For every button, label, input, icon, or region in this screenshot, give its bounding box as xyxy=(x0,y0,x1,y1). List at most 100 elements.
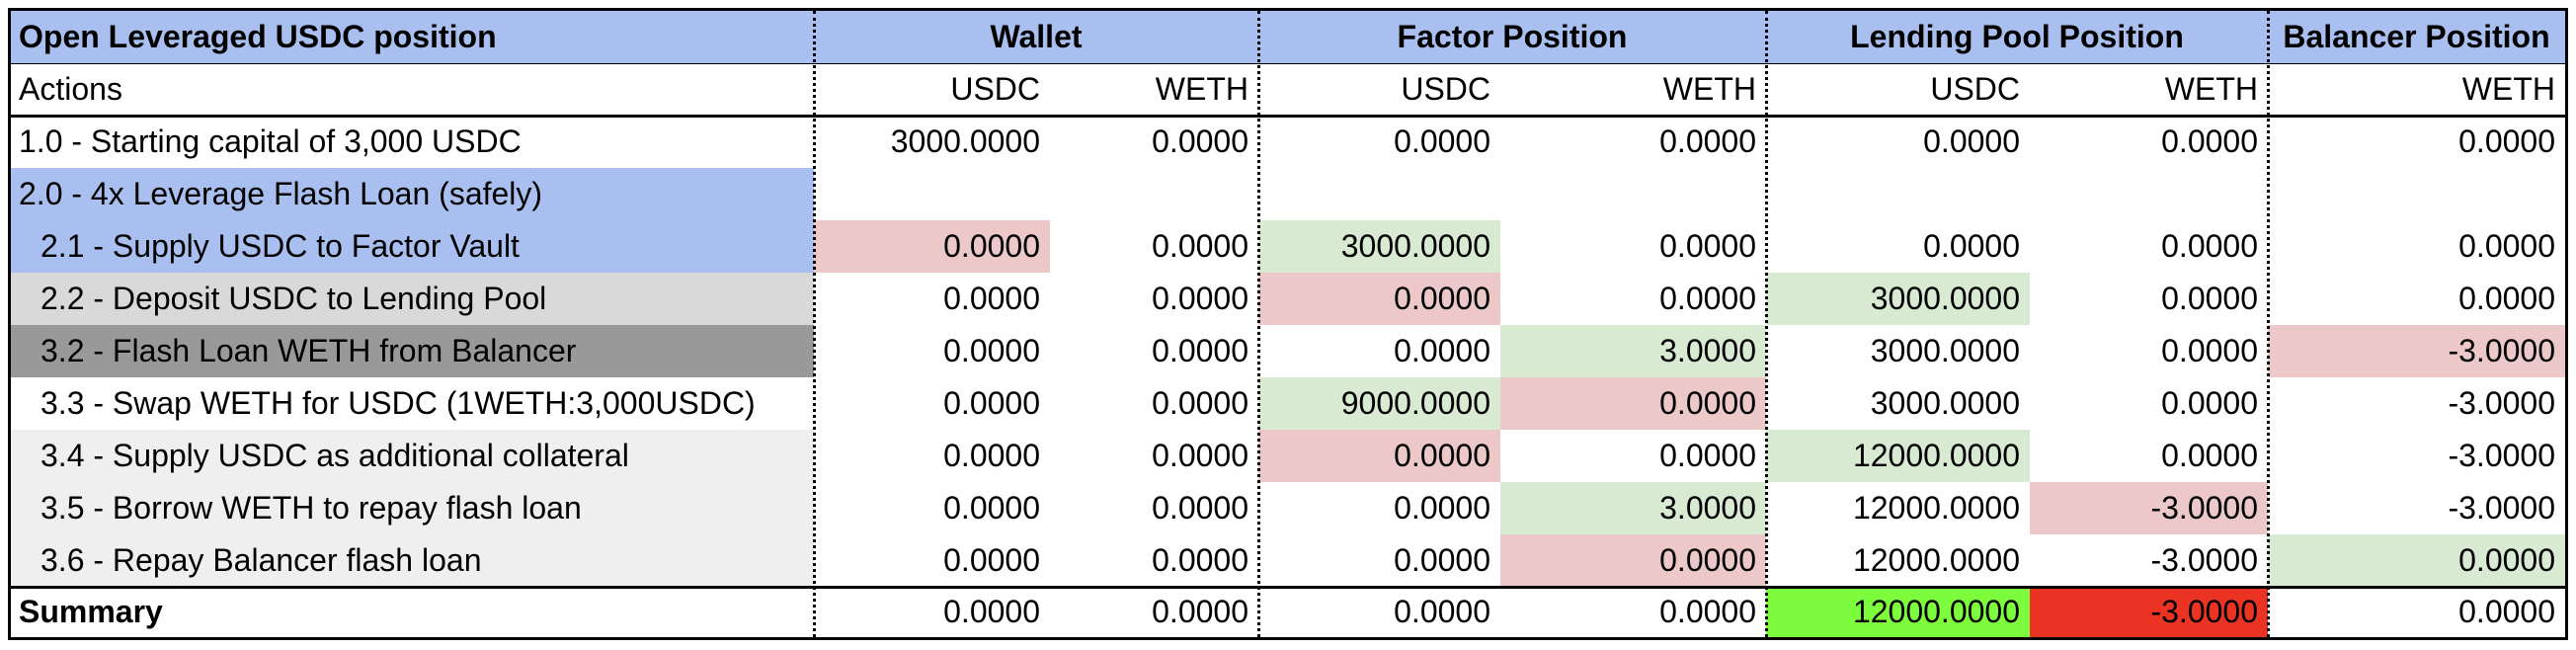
spreadsheet-table: Open Leveraged USDC position Wallet Factor… xyxy=(8,8,2568,640)
action-label[interactable]: 3.4 - Supply USDC as additional collater… xyxy=(11,430,814,482)
value-cell[interactable]: 0.0000 xyxy=(2161,385,2258,421)
value-cell[interactable]: 0.0000 xyxy=(1152,123,1248,159)
column-header: WETH xyxy=(1662,71,1756,107)
value-cell[interactable] xyxy=(2268,168,2565,220)
value-cell[interactable]: 0.0000 xyxy=(1923,123,2020,159)
value-cell[interactable]: 0.0000 xyxy=(1500,534,1766,587)
value-cell[interactable]: 0.0000 xyxy=(1394,542,1490,578)
action-label[interactable]: 3.6 - Repay Balancer flash loan xyxy=(11,534,814,587)
summary-value[interactable]: 0.0000 xyxy=(943,594,1040,629)
value-cell[interactable]: 0.0000 xyxy=(1258,430,1500,482)
value-cell[interactable]: -3.0000 xyxy=(2030,482,2268,534)
group-divider xyxy=(2267,11,2270,637)
value-cell[interactable]: -3.0000 xyxy=(2268,325,2565,377)
group-header: Wallet xyxy=(814,11,1258,63)
value-cell[interactable]: 0.0000 xyxy=(1152,490,1248,526)
value-cell[interactable] xyxy=(1050,168,1258,220)
column-header: WETH xyxy=(2164,71,2258,107)
value-cell[interactable]: 0.0000 xyxy=(1659,228,1756,264)
value-cell[interactable]: 0.0000 xyxy=(2458,228,2555,264)
summary-value[interactable]: 12000.0000 xyxy=(1766,587,2030,637)
value-cell[interactable]: 9000.0000 xyxy=(1258,377,1500,430)
group-divider xyxy=(1765,11,1768,637)
value-cell[interactable]: 3000.0000 xyxy=(1258,220,1500,273)
value-cell[interactable]: 0.0000 xyxy=(943,385,1040,421)
value-cell[interactable]: 3000.0000 xyxy=(890,123,1040,159)
group-header-row: Open Leveraged USDC position Wallet Factor… xyxy=(11,11,2565,63)
action-label[interactable]: 1.0 - Starting capital of 3,000 USDC xyxy=(19,123,522,159)
value-cell[interactable]: 12000.0000 xyxy=(1766,430,2030,482)
value-cell[interactable]: 0.0000 xyxy=(1152,228,1248,264)
value-cell[interactable]: 3000.0000 xyxy=(1766,273,2030,325)
table-title: Open Leveraged USDC position xyxy=(11,11,814,63)
value-cell[interactable]: -3.0000 xyxy=(2448,438,2555,473)
value-cell[interactable]: 0.0000 xyxy=(943,438,1040,473)
value-cell[interactable]: 0.0000 xyxy=(1659,438,1756,473)
value-cell[interactable]: 0.0000 xyxy=(1152,281,1248,316)
value-cell[interactable]: 0.0000 xyxy=(1394,123,1490,159)
group-divider xyxy=(1257,11,1260,637)
action-label[interactable]: 3.2 - Flash Loan WETH from Balancer xyxy=(11,325,814,377)
value-cell[interactable]: 3000.0000 xyxy=(1870,385,2020,421)
action-label[interactable]: 3.3 - Swap WETH for USDC (1WETH:3,000USD… xyxy=(40,385,756,421)
value-cell[interactable] xyxy=(814,168,1050,220)
action-label[interactable]: 3.5 - Borrow WETH to repay flash loan xyxy=(11,482,814,534)
value-cell[interactable]: 0.0000 xyxy=(1394,333,1490,368)
value-cell[interactable]: 0.0000 xyxy=(943,542,1040,578)
value-cell[interactable] xyxy=(1766,168,2030,220)
value-cell[interactable]: 0.0000 xyxy=(2161,228,2258,264)
value-cell[interactable]: 0.0000 xyxy=(1258,273,1500,325)
table-row: 2.2 - Deposit USDC to Lending Pool 0.0000… xyxy=(11,273,2565,325)
value-cell[interactable]: 0.0000 xyxy=(2161,281,2258,316)
group-header: Factor Position xyxy=(1258,11,1766,63)
value-cell[interactable]: 3000.0000 xyxy=(1870,333,2020,368)
column-header: USDC xyxy=(1401,71,1490,107)
value-cell[interactable]: 0.0000 xyxy=(1659,281,1756,316)
table-row: 3.3 - Swap WETH for USDC (1WETH:3,000USD… xyxy=(11,377,2565,430)
group-header: Balancer Position xyxy=(2268,11,2565,63)
summary-value[interactable]: 0.0000 xyxy=(1659,594,1756,629)
value-cell[interactable] xyxy=(2030,168,2268,220)
summary-label[interactable]: Summary xyxy=(19,594,163,629)
value-cell[interactable]: 0.0000 xyxy=(1152,385,1248,421)
summary-value[interactable]: 0.0000 xyxy=(2458,594,2555,629)
summary-value[interactable]: 0.0000 xyxy=(1152,594,1248,629)
value-cell[interactable]: 0.0000 xyxy=(2458,281,2555,316)
value-cell[interactable] xyxy=(1258,168,1500,220)
column-header: WETH xyxy=(2461,71,2555,107)
value-cell[interactable]: 0.0000 xyxy=(2268,534,2565,587)
value-cell[interactable] xyxy=(1500,168,1766,220)
value-cell[interactable]: 0.0000 xyxy=(1152,333,1248,368)
summary-row: Summary 0.0000 0.0000 0.0000 0.0000 12000.000… xyxy=(11,587,2565,637)
value-cell[interactable]: 12000.0000 xyxy=(1852,490,2020,526)
value-cell[interactable]: 0.0000 xyxy=(814,220,1050,273)
value-cell[interactable]: 0.0000 xyxy=(1500,377,1766,430)
summary-value[interactable]: 0.0000 xyxy=(1394,594,1490,629)
value-cell[interactable]: -3.0000 xyxy=(2448,490,2555,526)
value-cell[interactable]: 0.0000 xyxy=(2161,123,2258,159)
summary-value[interactable]: -3.0000 xyxy=(2030,587,2268,637)
table-row: 3.2 - Flash Loan WETH from Balancer 0.000… xyxy=(11,325,2565,377)
value-cell[interactable]: 0.0000 xyxy=(1923,228,2020,264)
action-label[interactable]: 2.2 - Deposit USDC to Lending Pool xyxy=(11,273,814,325)
value-cell[interactable]: 0.0000 xyxy=(2161,438,2258,473)
value-cell[interactable]: 12000.0000 xyxy=(1852,542,2020,578)
value-cell[interactable]: 0.0000 xyxy=(2458,123,2555,159)
value-cell[interactable]: 0.0000 xyxy=(1659,123,1756,159)
action-label[interactable]: 2.1 - Supply USDC to Factor Vault xyxy=(11,220,814,273)
value-cell[interactable]: -3.0000 xyxy=(2448,385,2555,421)
value-cell[interactable]: 0.0000 xyxy=(1152,438,1248,473)
table-row: 1.0 - Starting capital of 3,000 USDC 3000… xyxy=(11,116,2565,168)
value-cell[interactable]: 0.0000 xyxy=(943,490,1040,526)
value-cell[interactable]: 0.0000 xyxy=(943,333,1040,368)
table-row: 2.0 - 4x Leverage Flash Loan (safely) xyxy=(11,168,2565,220)
value-cell[interactable]: 0.0000 xyxy=(1152,542,1248,578)
row-divider xyxy=(11,586,2565,589)
value-cell[interactable]: 3.0000 xyxy=(1500,482,1766,534)
value-cell[interactable]: -3.0000 xyxy=(2150,542,2258,578)
value-cell[interactable]: 3.0000 xyxy=(1500,325,1766,377)
value-cell[interactable]: 0.0000 xyxy=(1394,490,1490,526)
value-cell[interactable]: 0.0000 xyxy=(943,281,1040,316)
value-cell[interactable]: 0.0000 xyxy=(2161,333,2258,368)
action-label[interactable]: 2.0 - 4x Leverage Flash Loan (safely) xyxy=(11,168,814,220)
